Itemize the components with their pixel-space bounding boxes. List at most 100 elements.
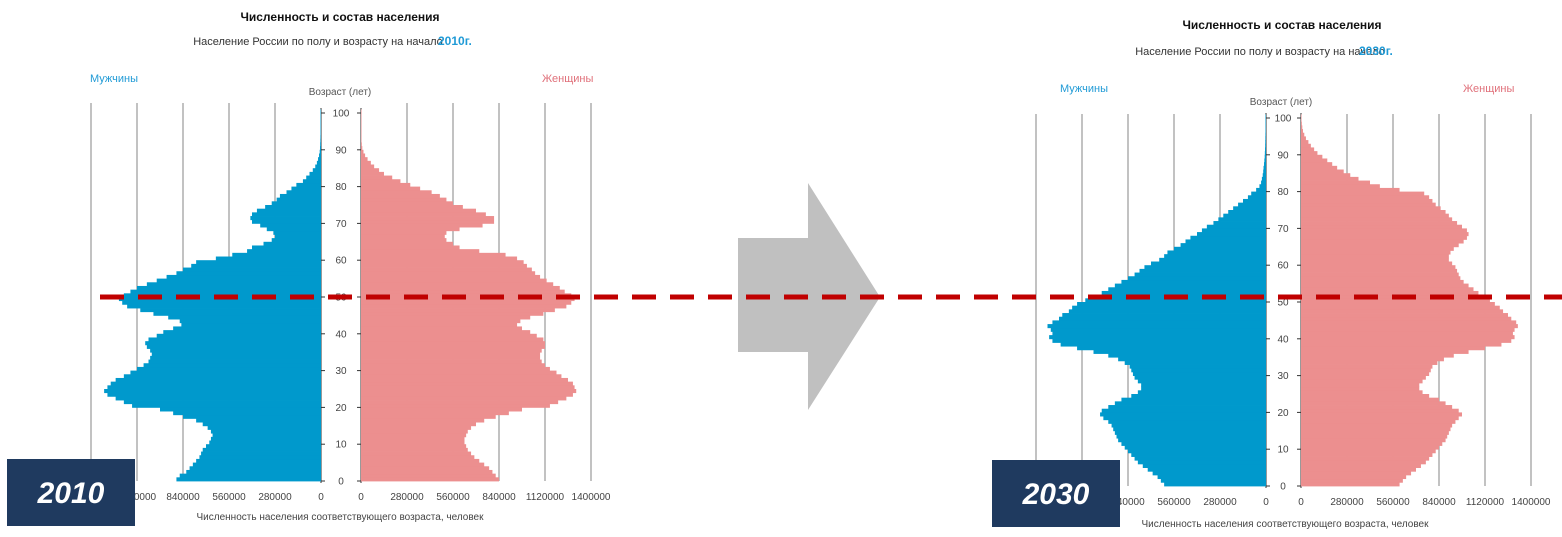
age-tick-label: 80 bbox=[335, 182, 347, 193]
women-bar bbox=[361, 113, 362, 118]
women-bar bbox=[361, 447, 468, 452]
women-bar bbox=[361, 157, 368, 162]
men-bar bbox=[173, 326, 321, 331]
women-bar bbox=[1301, 445, 1439, 450]
women-bar bbox=[361, 396, 567, 401]
women-bar bbox=[361, 473, 496, 478]
men-bar bbox=[1141, 386, 1266, 391]
women-label: Женщины bbox=[542, 73, 593, 85]
women-bar bbox=[361, 477, 499, 482]
panel-year: 2030г. bbox=[1359, 44, 1393, 58]
women-bar bbox=[361, 205, 463, 210]
women-bar bbox=[1301, 349, 1469, 354]
men-x-tick-label: 840000 bbox=[166, 492, 200, 503]
men-bar bbox=[110, 381, 321, 386]
women-bar bbox=[1301, 316, 1512, 321]
women-bar bbox=[361, 436, 465, 441]
panel-title: Численность и состав населения bbox=[1182, 18, 1381, 32]
men-bar bbox=[1218, 217, 1266, 222]
men-bar bbox=[1223, 213, 1266, 218]
men-bar bbox=[1108, 419, 1266, 424]
men-bar bbox=[160, 407, 321, 412]
women-bar bbox=[361, 271, 536, 276]
age-tick-label: 10 bbox=[335, 440, 347, 451]
men-bar bbox=[318, 157, 321, 162]
men-bar bbox=[201, 451, 321, 456]
men-bar bbox=[202, 422, 321, 427]
women-bar bbox=[361, 333, 537, 338]
women-bar bbox=[361, 274, 541, 279]
women-bar bbox=[1301, 279, 1464, 284]
women-bar bbox=[1301, 254, 1449, 259]
women-bar bbox=[361, 241, 453, 246]
men-bar bbox=[256, 208, 321, 213]
panel-year: 2010г. bbox=[438, 34, 472, 48]
men-bar bbox=[1238, 202, 1266, 207]
men-bar bbox=[1263, 169, 1266, 174]
men-bar bbox=[210, 436, 321, 441]
women-bar bbox=[1301, 434, 1448, 439]
men-bar bbox=[104, 389, 322, 394]
year-badge-text: 2030 bbox=[1022, 478, 1090, 511]
men-bar bbox=[1152, 471, 1266, 476]
women-bar bbox=[361, 146, 363, 151]
panel-subtitle: Население России по полу и возрасту на н… bbox=[1135, 46, 1385, 58]
men-x-tick-label: 280000 bbox=[258, 492, 292, 503]
women-bar bbox=[361, 433, 467, 438]
women-bar bbox=[1301, 353, 1454, 358]
men-bar bbox=[320, 124, 321, 129]
men-bar bbox=[1261, 180, 1266, 185]
men-bar bbox=[132, 403, 321, 408]
women-bar bbox=[361, 282, 554, 287]
men-bar bbox=[1259, 184, 1266, 189]
men-bars bbox=[104, 109, 322, 482]
women-bar bbox=[361, 190, 432, 195]
men-bar bbox=[1121, 441, 1266, 446]
women-bar bbox=[1301, 221, 1458, 226]
men-bar bbox=[252, 219, 321, 224]
men-bar bbox=[130, 370, 321, 375]
women-bar bbox=[361, 352, 541, 357]
men-bar bbox=[143, 363, 321, 368]
men-bar bbox=[320, 127, 321, 132]
men-bar bbox=[266, 227, 321, 232]
men-bar bbox=[212, 433, 321, 438]
women-bar bbox=[361, 249, 480, 254]
men-bar bbox=[315, 164, 321, 169]
men-bar bbox=[1047, 324, 1266, 329]
women-bar bbox=[1301, 118, 1302, 123]
men-bar bbox=[1085, 298, 1266, 303]
men-bar bbox=[1108, 353, 1266, 358]
women-bar bbox=[361, 219, 495, 224]
men-bar bbox=[1262, 173, 1266, 178]
women-bar bbox=[361, 308, 555, 313]
women-bar bbox=[361, 392, 573, 397]
women-x-tick-label: 1400000 bbox=[572, 492, 611, 503]
women-bar bbox=[361, 289, 565, 294]
men-bar bbox=[1160, 478, 1266, 483]
women-bar bbox=[1301, 228, 1467, 233]
men-bar bbox=[202, 447, 321, 452]
men-bar bbox=[320, 138, 321, 143]
men-bar bbox=[252, 212, 321, 217]
men-bar bbox=[206, 444, 321, 449]
men-bar bbox=[1118, 357, 1266, 362]
men-bar bbox=[320, 120, 321, 125]
women-bar bbox=[361, 297, 575, 302]
women-bar bbox=[1301, 261, 1453, 266]
women-bar bbox=[361, 326, 522, 331]
women-bar bbox=[361, 127, 362, 132]
women-bar bbox=[361, 131, 362, 136]
men-x-tick-label: 280000 bbox=[1203, 497, 1237, 508]
women-bar bbox=[361, 359, 542, 364]
age-tick-label: 40 bbox=[335, 329, 347, 340]
men-bar bbox=[1164, 254, 1266, 259]
men-bar bbox=[1114, 283, 1266, 288]
men-x-tick-label: 0 bbox=[1263, 497, 1269, 508]
men-bar bbox=[312, 168, 321, 173]
women-bar bbox=[361, 377, 568, 383]
women-bar bbox=[361, 120, 362, 125]
women-bar bbox=[361, 293, 572, 298]
men-bar bbox=[1062, 313, 1266, 318]
